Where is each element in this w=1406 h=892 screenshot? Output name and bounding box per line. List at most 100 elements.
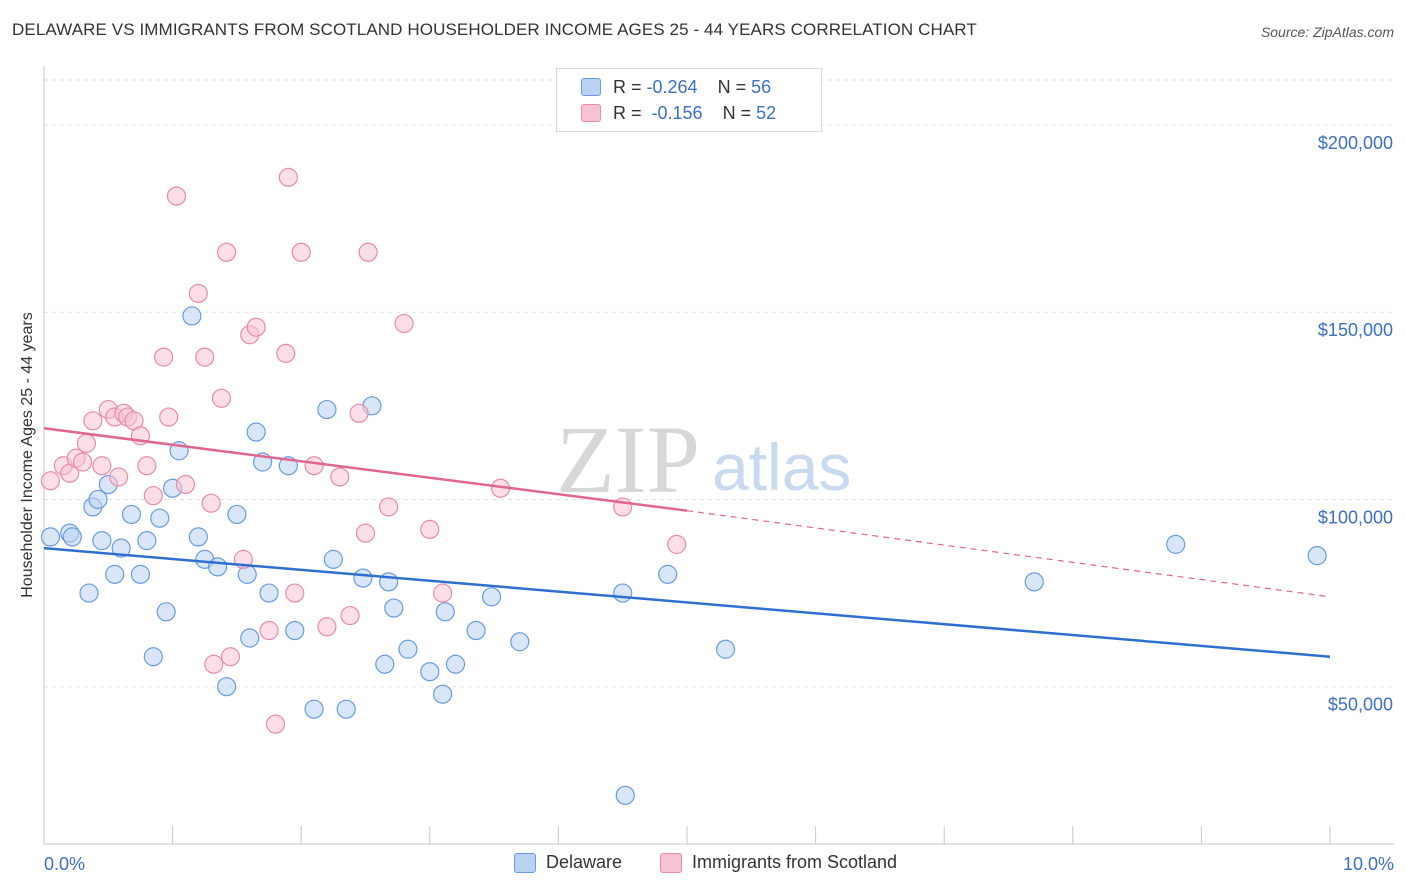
scotland-point — [265, 714, 286, 734]
delaware-point — [336, 699, 356, 719]
delaware-point — [143, 647, 163, 667]
delaware-legend-label: Delaware — [546, 852, 623, 872]
watermark: ZIP atlas — [556, 406, 851, 513]
delaware-point — [88, 489, 108, 510]
x-tick-label: 10.0% — [1343, 854, 1394, 874]
scotland-point — [92, 456, 112, 476]
delaware-point — [156, 602, 176, 622]
delaware-point — [715, 639, 736, 659]
delaware-point — [435, 602, 455, 622]
scotland-point — [667, 534, 687, 554]
scotland-point — [304, 456, 324, 476]
scotland-point — [291, 242, 311, 262]
scotland-point — [394, 313, 414, 334]
delaware-point — [384, 598, 404, 618]
scotland-point — [220, 647, 241, 667]
delaware-point — [150, 508, 170, 528]
delaware-point — [1024, 572, 1044, 592]
delaware-point — [510, 632, 530, 652]
scotland-point — [188, 283, 208, 304]
scotland-point — [153, 347, 174, 367]
delaware-point — [62, 527, 82, 547]
scotland-point — [349, 403, 369, 423]
legend-n-value-delaware: 56 — [751, 76, 772, 97]
legend-row-scotland: R = -0.156 N = 52 — [581, 101, 776, 125]
delaware-point — [246, 422, 266, 442]
delaware-point — [121, 504, 142, 525]
delaware-point — [613, 583, 633, 603]
legend-n-label: N = — [722, 102, 752, 123]
scotland-point — [40, 471, 61, 491]
scotland-point — [137, 456, 157, 476]
x-tick-label: 0.0% — [44, 854, 85, 874]
delaware-point — [40, 527, 61, 547]
delaware-swatch — [581, 78, 601, 96]
trend-lines — [43, 427, 1331, 658]
scotland-point — [166, 186, 187, 206]
delaware-point — [188, 527, 208, 547]
scotland-point — [259, 620, 279, 641]
delaware-point — [304, 699, 324, 719]
delaware-point — [79, 583, 99, 603]
scotland-point — [317, 617, 337, 637]
y-tick-label: $50,000 — [1328, 695, 1393, 715]
scotland-point — [211, 388, 232, 408]
delaware-point — [182, 306, 202, 326]
delaware-point — [105, 564, 125, 584]
scotland-point — [276, 343, 296, 363]
scotland-point — [83, 411, 103, 431]
delaware-point — [130, 564, 151, 584]
delaware-point — [1166, 534, 1186, 554]
scotland-point — [358, 242, 378, 262]
scotland-trend-line-extension — [686, 510, 1331, 598]
scotland-point — [201, 493, 221, 513]
y-tick-label: $150,000 — [1318, 320, 1393, 340]
delaware-point — [466, 620, 486, 641]
grid-lines — [44, 79, 1394, 688]
delaware-point — [420, 662, 440, 682]
delaware-point — [375, 654, 395, 674]
bottom-legend-delaware: Delaware — [514, 852, 622, 873]
legend-r-label: R = — [613, 102, 642, 123]
legend-row-delaware: R = -0.264 N = 56 — [581, 75, 771, 99]
delaware-point — [111, 538, 131, 558]
tick-labels: $50,000 $100,000 $150,000 $200,000 0.0% 10.0% — [44, 133, 1394, 874]
scotland-point — [355, 523, 376, 543]
legend-r-value-delaware: -0.264 — [646, 76, 698, 97]
delaware-trend-line — [43, 546, 1331, 658]
scotland-point — [217, 242, 237, 262]
delaware-point — [445, 654, 466, 674]
scotland-point — [340, 605, 360, 626]
source-label: Source: ZipAtlas.com — [1260, 24, 1394, 40]
scotland-point — [175, 474, 196, 495]
scotland-point — [285, 583, 305, 603]
delaware-point — [481, 587, 502, 607]
legend-r-label: R = — [613, 76, 642, 97]
delaware-point — [259, 583, 279, 603]
scotland-swatch — [581, 104, 601, 122]
delaware-point — [433, 684, 453, 704]
delaware-point — [240, 628, 260, 648]
data-points — [40, 167, 1327, 805]
correlation-legend: R = -0.264 N = 56 R = -0.156 N = 52 — [556, 68, 822, 132]
legend-n-value-scotland: 52 — [756, 102, 777, 123]
scotland-point — [159, 407, 179, 427]
scotland-point — [108, 467, 129, 487]
scotland-point — [420, 519, 440, 540]
bottom-legend-scotland: Immigrants from Scotland — [660, 852, 897, 873]
watermark-zip: ZIP — [556, 406, 700, 513]
scotland-point — [76, 433, 97, 453]
scotland-point — [278, 167, 298, 187]
scotland-trend-line — [43, 427, 688, 512]
delaware-point — [285, 620, 305, 641]
legend-r-value-scotland: -0.156 — [651, 102, 703, 123]
delaware-point — [208, 557, 228, 577]
scotland-legend-swatch — [660, 852, 682, 873]
delaware-point — [658, 564, 678, 584]
scotland-point — [330, 467, 350, 487]
delaware-point — [92, 531, 112, 551]
delaware-point — [1307, 546, 1327, 566]
scotland-point — [143, 486, 163, 506]
scotland-point — [433, 583, 453, 603]
